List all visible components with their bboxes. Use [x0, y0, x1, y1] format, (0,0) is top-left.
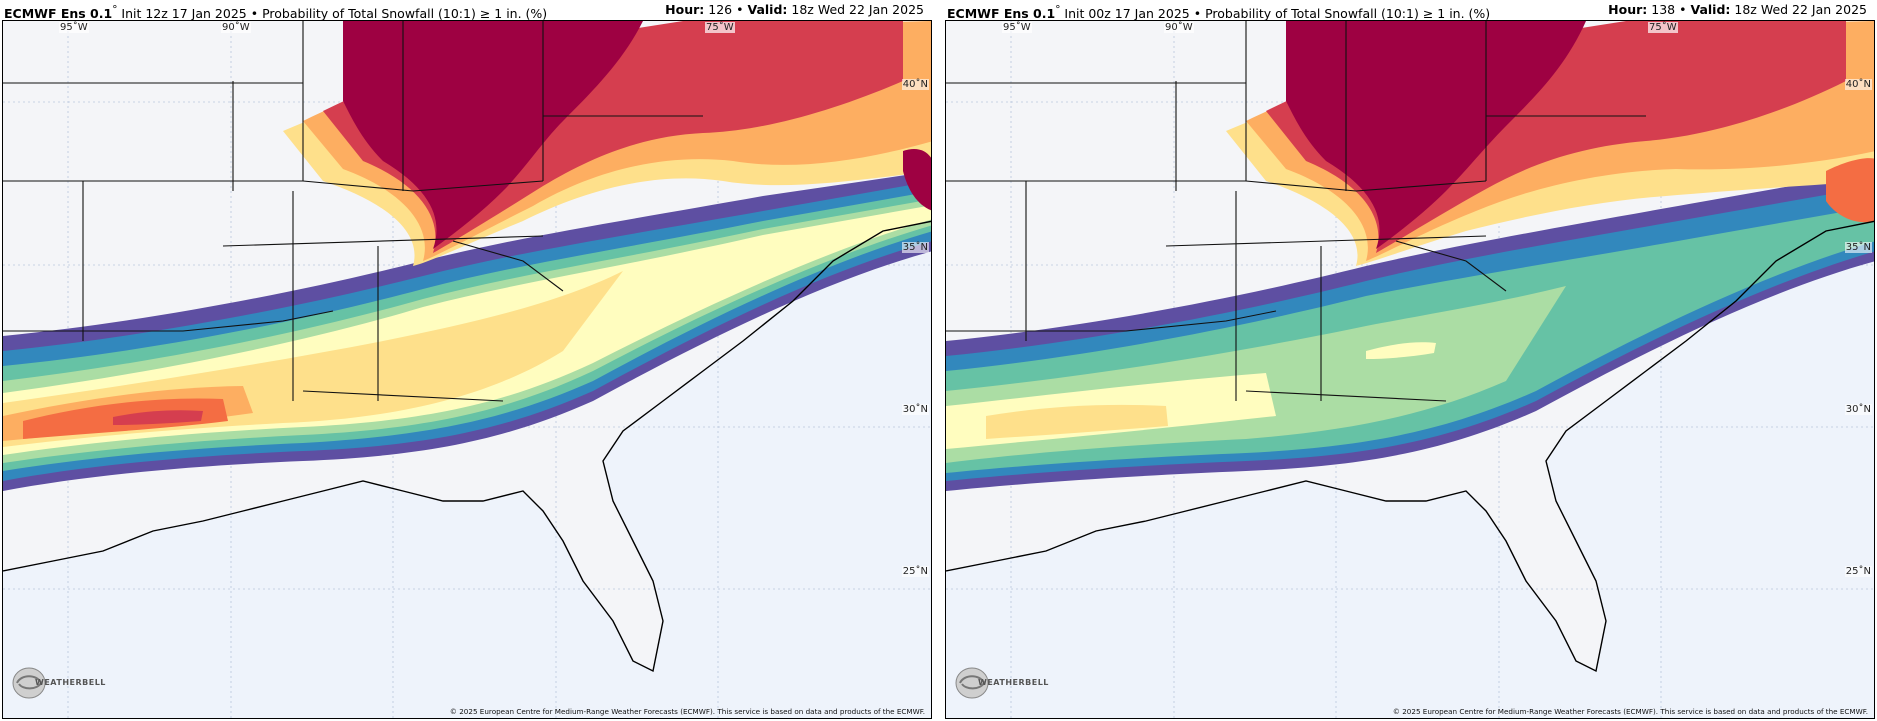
lat-label: 40˚N [1844, 79, 1872, 90]
model-name: ECMWF Ens 0.1 [4, 6, 113, 22]
right-panel: ECMWF Ens 0.1° Init 00z 17 Jan 2025 • Pr… [943, 0, 1877, 721]
lat-label: 35˚N [901, 242, 929, 253]
coastline [946, 220, 1874, 673]
init-time: Init 00z 17 Jan 2025 [1064, 6, 1190, 22]
lon-label: 90˚W [221, 22, 251, 33]
product-name: Probability of Total Snowfall (10:1) ≥ 1… [262, 6, 548, 22]
copyright-notice: © 2025 European Centre for Medium-Range … [449, 707, 925, 716]
weatherbell-logo: WEATHERBELL [11, 664, 105, 702]
weatherbell-logo: WEATHERBELL [954, 664, 1048, 702]
forecast-map: 95˚W 90˚W 75˚W 40˚N 35˚N 30˚N 25˚N WEATH… [945, 20, 1875, 719]
valid-value: 18z Wed 22 Jan 2025 [791, 2, 924, 17]
panel-header: ECMWF Ens 0.1° Init 12z 17 Jan 2025 • Pr… [0, 0, 934, 21]
hour-value: 126 [708, 2, 733, 17]
separator: • [250, 6, 259, 22]
hour-value: 138 [1651, 2, 1676, 17]
valid-label: Valid: [1690, 2, 1731, 17]
separator: • [1193, 6, 1202, 22]
state-borders [946, 21, 1646, 402]
map-graphic [946, 21, 1874, 718]
coastline [3, 220, 931, 673]
copyright-notice: © 2025 European Centre for Medium-Range … [1392, 707, 1868, 716]
logo-swirl-icon [955, 667, 989, 699]
map-graphic [3, 21, 931, 718]
panel-header: ECMWF Ens 0.1° Init 00z 17 Jan 2025 • Pr… [943, 0, 1877, 21]
state-borders [3, 21, 703, 402]
separator: • [1679, 2, 1687, 17]
init-time: Init 12z 17 Jan 2025 [121, 6, 247, 22]
title-right: Hour: 126 • Valid: 18z Wed 22 Jan 2025 [665, 0, 924, 20]
lat-label: 30˚N [1844, 404, 1872, 415]
lon-label: 75˚W [705, 22, 735, 33]
hour-label: Hour: [665, 2, 705, 17]
logo-swirl-icon [12, 667, 46, 699]
left-panel: ECMWF Ens 0.1° Init 12z 17 Jan 2025 • Pr… [0, 0, 934, 721]
degree-mark: ° [1055, 4, 1061, 16]
snowfall-probability-shading [946, 21, 1874, 491]
lat-label: 35˚N [1844, 242, 1872, 253]
logo-text: WEATHERBELL [978, 678, 1049, 687]
lat-label: 30˚N [901, 404, 929, 415]
lat-label: 25˚N [901, 566, 929, 577]
forecast-map: 95˚W 90˚W 75˚W 40˚N 35˚N 30˚N 25˚N WEATH… [2, 20, 932, 719]
separator: • [736, 2, 744, 17]
lon-label: 75˚W [1648, 22, 1678, 33]
title-left: ECMWF Ens 0.1° Init 00z 17 Jan 2025 • Pr… [947, 0, 1490, 24]
valid-label: Valid: [747, 2, 788, 17]
lon-label: 90˚W [1164, 22, 1194, 33]
lat-label: 40˚N [901, 79, 929, 90]
title-right: Hour: 138 • Valid: 18z Wed 22 Jan 2025 [1608, 0, 1867, 20]
degree-mark: ° [112, 4, 118, 16]
lon-label: 95˚W [59, 22, 89, 33]
lat-label: 25˚N [1844, 566, 1872, 577]
valid-value: 18z Wed 22 Jan 2025 [1734, 2, 1867, 17]
hour-label: Hour: [1608, 2, 1648, 17]
snowfall-probability-shading [3, 21, 931, 491]
logo-text: WEATHERBELL [35, 678, 106, 687]
product-name: Probability of Total Snowfall (10:1) ≥ 1… [1205, 6, 1491, 22]
lon-label: 95˚W [1002, 22, 1032, 33]
model-name: ECMWF Ens 0.1 [947, 6, 1056, 22]
title-left: ECMWF Ens 0.1° Init 12z 17 Jan 2025 • Pr… [4, 0, 547, 24]
